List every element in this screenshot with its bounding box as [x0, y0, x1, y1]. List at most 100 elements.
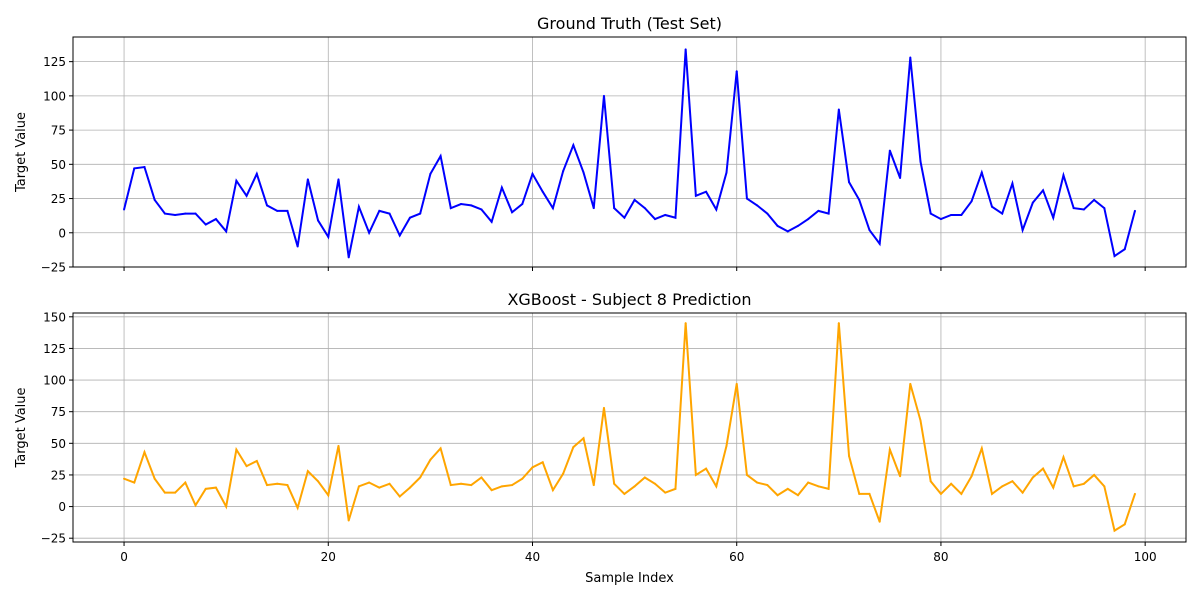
prediction-data-point: [449, 484, 452, 487]
ground-truth-points: [123, 48, 1136, 259]
ground-truth-data-point: [929, 212, 932, 215]
prediction-data-point: [694, 473, 697, 476]
prediction-data-point: [214, 486, 217, 489]
ground-truth-data-point: [245, 194, 248, 197]
ground-truth-data-point: [939, 218, 942, 221]
ground-truth-data-point: [848, 181, 851, 184]
ground-truth-data-point: [439, 155, 442, 158]
prediction-y-tick-label: 75: [51, 405, 66, 419]
ground-truth-data-point: [766, 212, 769, 215]
prediction-data-point: [674, 487, 677, 490]
prediction-data-point: [439, 447, 442, 450]
prediction-data-point: [368, 481, 371, 484]
prediction-data-point: [684, 322, 687, 325]
prediction-data-point: [715, 485, 718, 488]
prediction-data-point: [602, 406, 605, 409]
ground-truth-data-point: [490, 220, 493, 223]
ground-truth-data-point: [317, 219, 320, 222]
ground-truth-data-point: [214, 218, 217, 221]
ground-truth-series-line: [123, 49, 1136, 258]
prediction-y-tick-label: 150: [43, 310, 66, 324]
prediction-data-point: [408, 486, 411, 489]
ground-truth-data-point: [623, 216, 626, 219]
prediction-data-point: [184, 481, 187, 484]
prediction-y-tick-label: 50: [51, 437, 66, 451]
ground-truth-data-point: [919, 160, 922, 163]
prediction-x-tick-label: 0: [120, 550, 128, 564]
ground-truth-data-point: [735, 70, 738, 73]
prediction-data-point: [980, 447, 983, 450]
prediction-y-tick-label: −25: [41, 532, 66, 546]
ground-truth-data-point: [235, 179, 238, 182]
prediction-data-point: [378, 486, 381, 489]
prediction-data-point: [796, 494, 799, 497]
prediction-data-point: [960, 492, 963, 495]
prediction-data-point: [500, 485, 503, 488]
ground-truth-data-point: [551, 207, 554, 210]
prediction-y-tick-label: 0: [58, 500, 66, 514]
prediction-data-point: [153, 477, 156, 480]
prediction-x-tick-label: 60: [729, 550, 744, 564]
prediction-data-point: [541, 461, 544, 464]
prediction-data-point: [1082, 482, 1085, 485]
prediction-data-point: [521, 477, 524, 480]
ground-truth-data-point: [633, 198, 636, 201]
prediction-data-point: [204, 487, 207, 490]
prediction-data-point: [919, 419, 922, 422]
prediction-data-point: [1042, 467, 1045, 470]
ground-truth-data-point: [807, 218, 810, 221]
ground-truth-data-point: [827, 212, 830, 215]
ground-truth-data-point: [674, 216, 677, 219]
ground-truth-data-point: [899, 177, 902, 180]
ground-truth-data-point: [868, 229, 871, 232]
ground-truth-data-point: [123, 208, 126, 211]
ground-truth-data-point: [694, 194, 697, 197]
prediction-data-point: [848, 454, 851, 457]
ground-truth-data-point: [592, 207, 595, 210]
prediction-data-point: [786, 487, 789, 490]
prediction-x-axis-label: Sample Index: [585, 571, 674, 586]
prediction-x-tick-label: 40: [525, 550, 540, 564]
prediction-data-point: [766, 484, 769, 487]
prediction-data-point: [317, 480, 320, 483]
ground-truth-data-point: [602, 94, 605, 97]
ground-truth-data-point: [327, 235, 330, 238]
prediction-data-point: [531, 466, 534, 469]
prediction-data-point: [1072, 485, 1075, 488]
prediction-data-point: [1123, 523, 1126, 526]
prediction-data-point: [133, 481, 136, 484]
prediction-data-point: [878, 520, 881, 523]
ground-truth-data-point: [562, 170, 565, 173]
prediction-data-point: [490, 489, 493, 492]
ground-truth-data-point: [419, 212, 422, 215]
prediction-data-point: [633, 485, 636, 488]
ground-truth-data-point: [613, 207, 616, 210]
prediction-data-point: [306, 470, 309, 473]
ground-truth-data-point: [368, 231, 371, 234]
prediction-x-tick-label: 20: [321, 550, 336, 564]
ground-truth-data-point: [582, 171, 585, 174]
ground-truth-plot-frame: [72, 36, 1187, 268]
ground-truth-data-point: [725, 171, 728, 174]
ground-truth-data-point: [970, 200, 973, 203]
prediction-data-point: [868, 492, 871, 495]
ground-truth-data-point: [1093, 198, 1096, 201]
ground-truth-data-point: [296, 245, 299, 248]
prediction-y-tick-label: 100: [43, 374, 66, 388]
ground-truth-data-point: [1052, 216, 1055, 219]
prediction-plot-frame: [72, 312, 1187, 543]
ground-truth-data-point: [378, 209, 381, 212]
ground-truth-data-point: [306, 178, 309, 181]
ground-truth-data-point: [684, 48, 687, 51]
prediction-data-point: [551, 489, 554, 492]
ground-truth-data-point: [347, 256, 350, 259]
prediction-data-point: [1133, 492, 1136, 495]
ground-truth-data-point: [460, 203, 463, 206]
ground-truth-data-point: [408, 216, 411, 219]
prediction-data-point: [643, 476, 646, 479]
prediction-data-point: [1103, 485, 1106, 488]
ground-truth-data-point: [286, 209, 289, 212]
prediction-data-point: [245, 465, 248, 468]
ground-truth-data-point: [449, 207, 452, 210]
